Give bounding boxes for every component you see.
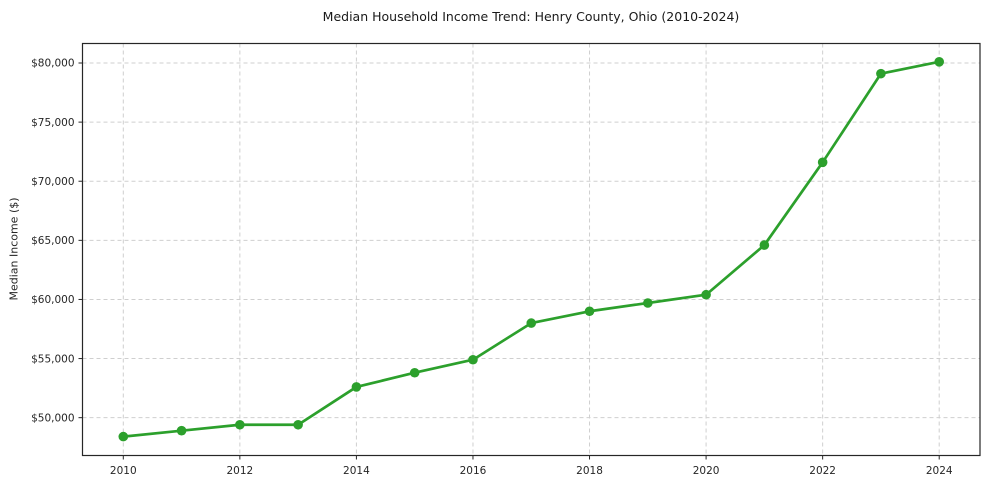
data-point-2013 xyxy=(293,419,303,430)
x-tick-label: 2010 xyxy=(110,465,137,477)
y-tick-label: $75,000 xyxy=(31,117,74,129)
x-tick-label: 2022 xyxy=(809,465,836,477)
plot-border xyxy=(81,42,981,457)
y-tick-label: $65,000 xyxy=(31,235,74,247)
data-point-2010 xyxy=(118,431,129,442)
y-tick-label: $70,000 xyxy=(31,176,74,188)
y-tick-label: $60,000 xyxy=(31,294,74,306)
x-tick-label: 2018 xyxy=(576,465,603,477)
data-point-2016 xyxy=(468,354,478,365)
chart-title: Median Household Income Trend: Henry Cou… xyxy=(322,9,740,24)
data-point-2015 xyxy=(409,367,420,378)
data-point-2019 xyxy=(643,298,653,308)
data-point-2020 xyxy=(701,289,711,300)
data-point-2018 xyxy=(584,306,595,317)
x-tick-label: 2014 xyxy=(343,465,370,477)
data-point-2024 xyxy=(934,57,945,67)
data-point-2021 xyxy=(759,240,770,250)
data-point-2022 xyxy=(817,157,828,168)
data-point-2017 xyxy=(526,318,537,328)
income-trend-line xyxy=(121,60,941,438)
x-tick-label: 2012 xyxy=(226,465,253,477)
data-point-2012 xyxy=(235,419,245,430)
data-point-2011 xyxy=(176,425,187,436)
x-tick-label: 2016 xyxy=(460,465,487,477)
data-point-2023 xyxy=(876,68,886,79)
x-tick-label: 2024 xyxy=(926,465,953,477)
y-tick-label: $55,000 xyxy=(31,353,74,365)
data-point-2014 xyxy=(351,382,362,392)
y-tick-label: $50,000 xyxy=(31,412,74,424)
y-tick-label: $80,000 xyxy=(31,58,74,70)
x-tick-label: 2020 xyxy=(693,465,720,477)
